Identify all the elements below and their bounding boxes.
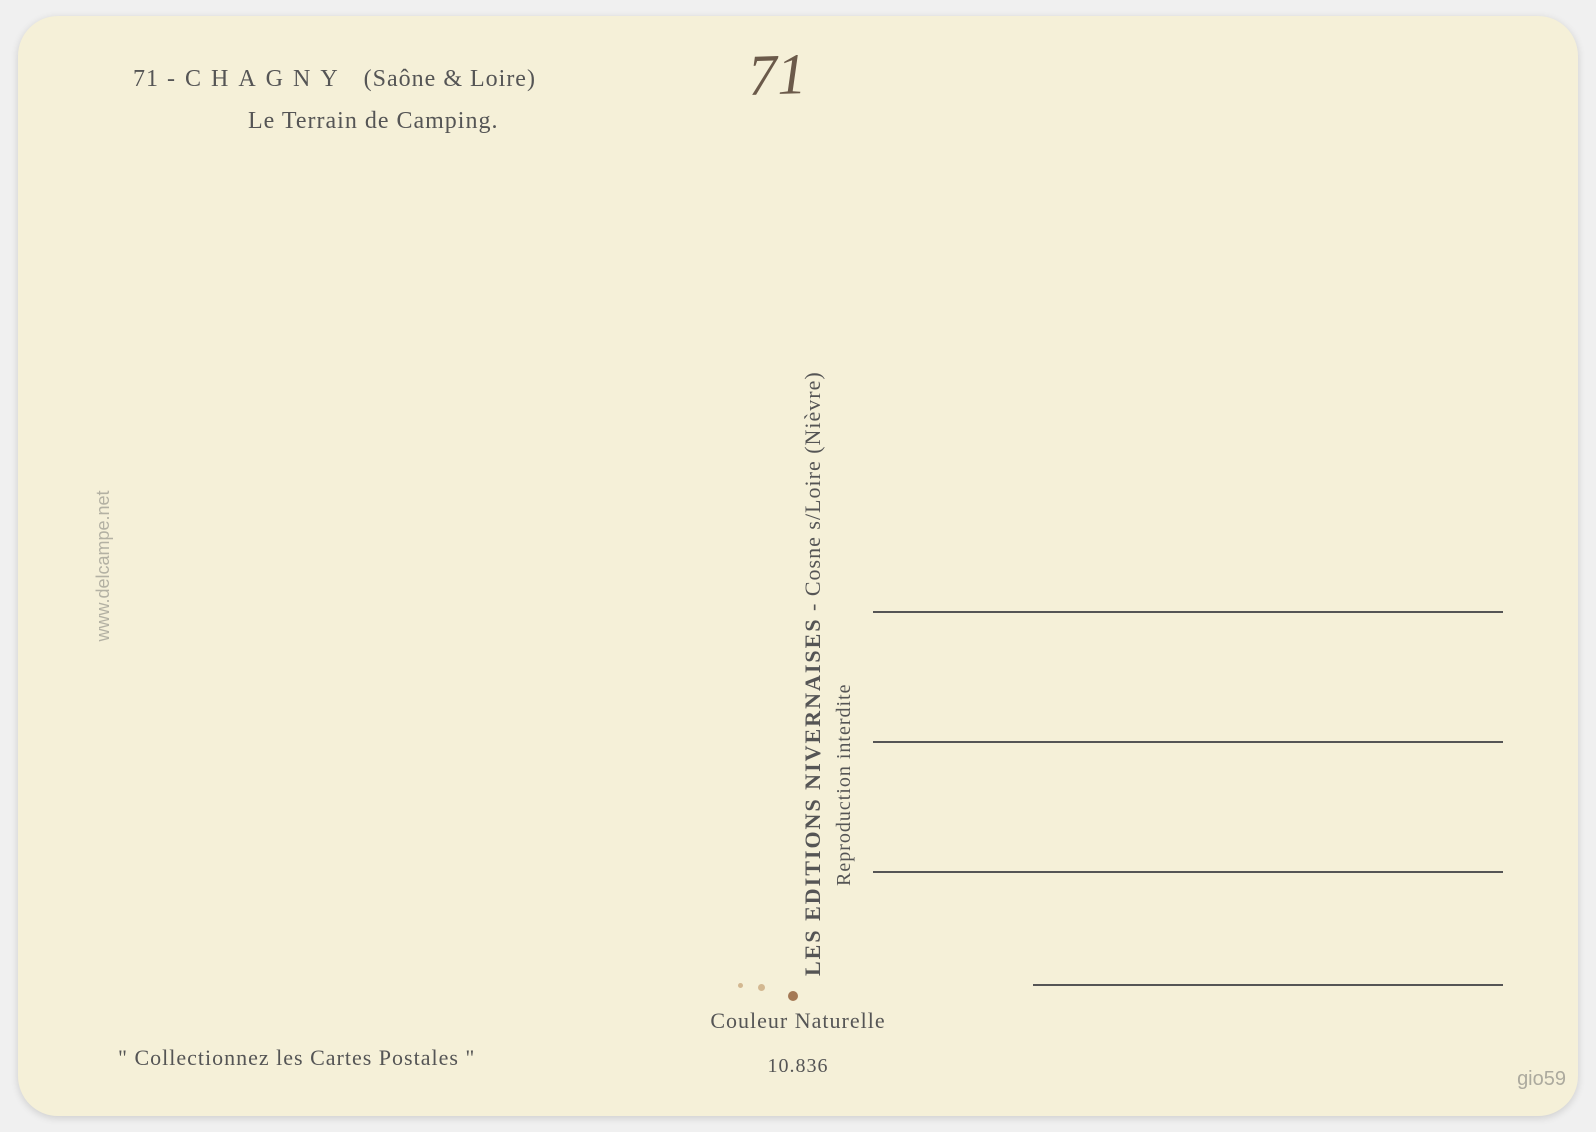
address-line-3 — [873, 871, 1503, 873]
color-type-label: Couleur Naturelle — [710, 1008, 885, 1034]
watermark-left: www.delcampe.net — [93, 490, 114, 641]
postcard-back: 71 - CHAGNY (Saône & Loire) Le Terrain d… — [18, 16, 1578, 1116]
watermark-right: gio59 — [1517, 1068, 1566, 1091]
foxing-spot — [758, 984, 765, 991]
collection-slogan: " Collectionnez les Cartes Postales " — [118, 1045, 475, 1071]
handwritten-number: 71 — [747, 40, 807, 109]
header-location: 71 - CHAGNY (Saône & Loire) — [133, 66, 536, 93]
address-line-4 — [1033, 984, 1503, 986]
header-subtitle: Le Terrain de Camping. — [248, 108, 498, 135]
reference-number: 10.836 — [768, 1055, 829, 1078]
address-line-2 — [873, 741, 1503, 743]
foxing-spot — [788, 991, 798, 1001]
publisher-block: LES EDITIONS NIVERNAISES - Cosne s/Loire… — [826, 216, 886, 976]
publisher-location: - Cosne s/Loire (Nièvre) — [800, 371, 825, 617]
region-name: (Saône & Loire) — [364, 66, 536, 92]
city-name: CHAGNY — [185, 66, 348, 92]
dept-number: 71 — [133, 66, 159, 92]
publisher-line1: LES EDITIONS NIVERNAISES - Cosne s/Loire… — [800, 371, 826, 976]
publisher-line2: Reproduction interdite — [833, 683, 856, 886]
publisher-name: LES EDITIONS NIVERNAISES — [800, 617, 825, 976]
foxing-spot — [738, 983, 743, 988]
header-sep: - — [159, 66, 185, 92]
address-line-1 — [873, 611, 1503, 613]
